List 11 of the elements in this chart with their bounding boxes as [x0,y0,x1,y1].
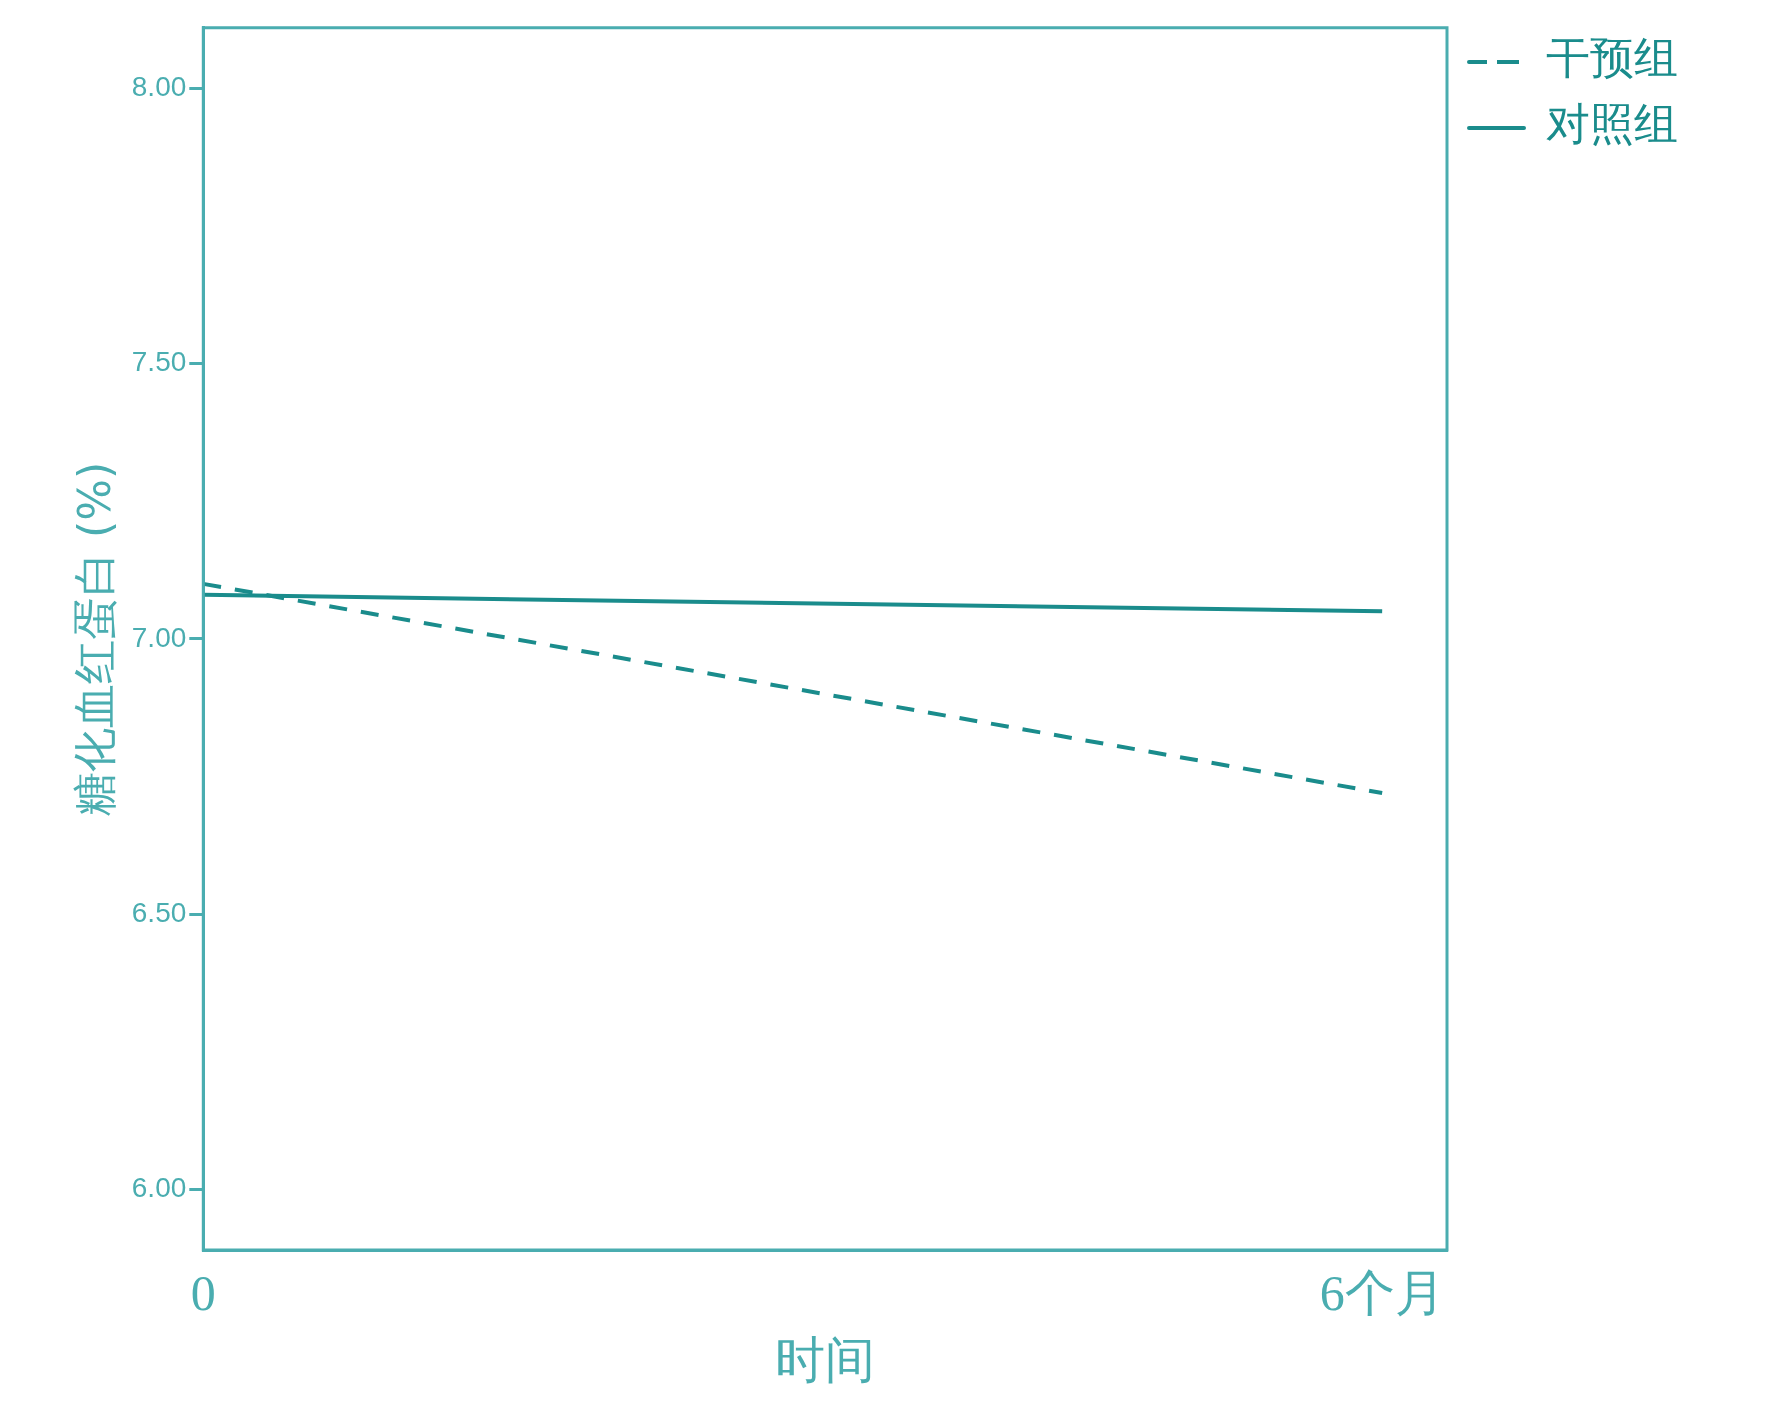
y-tick-label: 8.00 [131,71,187,103]
y-axis-title: 糖化血红蛋白 (%) [68,461,120,816]
y-tick-label: 7.50 [131,346,187,378]
x-tick-label: 6个月 [1319,1265,1445,1322]
y-tick-label: 6.00 [131,1172,187,1204]
legend-label: 干预组 [1546,32,1678,84]
x-axis-title: 时间 [775,1330,876,1389]
y-tick-label: 7.00 [131,621,187,653]
y-tick-label: 6.50 [131,896,187,928]
legend-label: 对照组 [1546,98,1678,150]
x-tick-label: 0 [190,1265,216,1322]
